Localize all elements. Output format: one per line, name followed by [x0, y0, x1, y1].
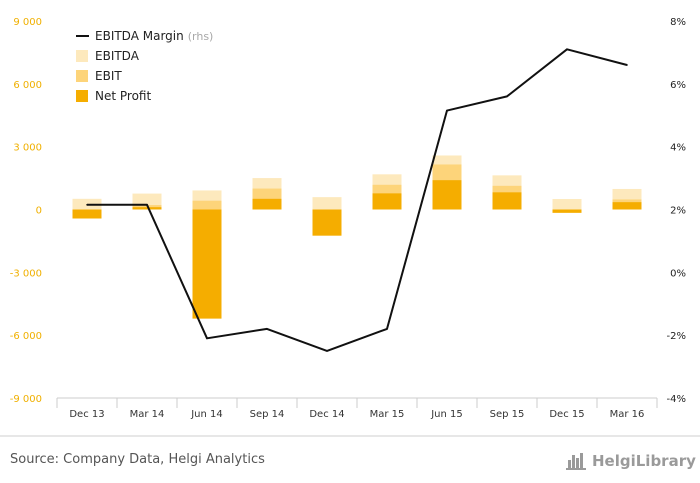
- y-left-tick-label: -6 000: [10, 331, 42, 342]
- net-profit-bar: [312, 209, 342, 236]
- y-right-tick-label: 6%: [670, 80, 686, 91]
- y-left-tick-label: 6 000: [13, 80, 42, 91]
- y-right-tick-label: 4%: [670, 143, 686, 154]
- net-profit-bar: [72, 209, 102, 219]
- x-tick-label: Sep 14: [250, 409, 285, 420]
- ebitda-margin-point: [386, 328, 388, 330]
- legend-suffix-rhs: (rhs): [188, 30, 214, 43]
- legend-swatch-ebit: [76, 70, 88, 82]
- x-tick-label: Dec 14: [309, 409, 344, 420]
- y-left-tick-label: 0: [36, 206, 42, 217]
- y-right-tick-label: 0%: [670, 268, 686, 279]
- x-tick-label: Mar 16: [610, 409, 645, 420]
- ebitda-margin-point: [506, 95, 508, 98]
- net-profit-bar: [612, 202, 642, 210]
- y-left-tick-label: -9 000: [10, 394, 42, 405]
- library-icon: [566, 453, 586, 470]
- x-tick-label: Jun 15: [430, 409, 463, 420]
- helgi-logo: HelgiLibrary: [566, 452, 696, 470]
- x-tick-label: Sep 15: [490, 409, 525, 420]
- source-text: Source: Company Data, Helgi Analytics: [10, 452, 265, 467]
- legend-swatch-ebitda: [76, 50, 88, 62]
- x-tick-label: Mar 14: [130, 409, 165, 420]
- legend-label-ebitda: EBITDA: [95, 49, 140, 63]
- axes: -9 000 -6 000 -3 000 0 3 000 6 000 9 000 -4% -2%…: [10, 17, 686, 420]
- y-left-tick-label: -3 000: [10, 268, 42, 279]
- ebitda-margin-line: [87, 48, 628, 352]
- ebitda-bar: [552, 199, 582, 210]
- margin-line-layer: [86, 48, 628, 352]
- legend-label-ebitda-margin: EBITDA Margin (rhs): [95, 29, 213, 43]
- x-tick-label: Jun 14: [190, 409, 223, 420]
- x-tick-label: Mar 15: [370, 409, 405, 420]
- ebitda-margin-point: [266, 328, 268, 330]
- net-profit-bar: [492, 192, 522, 210]
- ebitda-margin-point: [86, 203, 88, 206]
- legend: EBITDA Margin (rhs) EBITDA EBIT Net Profit: [76, 29, 213, 103]
- ebit-bar: [192, 200, 222, 210]
- legend-label-ebit: EBIT: [95, 69, 122, 83]
- brand-text: HelgiLibrary: [592, 452, 696, 470]
- net-profit-bar: [192, 209, 222, 319]
- net-profit-bar: [552, 209, 582, 213]
- ebitda-bar: [312, 197, 342, 210]
- ebitda-margin-point: [626, 64, 628, 66]
- y-right-tick-label: -2%: [667, 331, 686, 342]
- ebitda-margin-point: [326, 350, 328, 352]
- ebitda-margin-point: [206, 337, 208, 340]
- ebitda-margin-point: [446, 109, 448, 112]
- net-profit-bar: [372, 193, 402, 210]
- x-tick-label: Dec 15: [549, 409, 584, 420]
- ebitda-margin-point: [566, 48, 568, 51]
- legend-label-net-profit: Net Profit: [95, 89, 151, 103]
- x-tick-label: Dec 13: [69, 409, 104, 420]
- y-left-tick-label: 3 000: [13, 143, 42, 154]
- net-profit-bar: [252, 198, 282, 210]
- net-profit-bar: [432, 180, 462, 210]
- y-left-tick-label: 9 000: [13, 17, 42, 28]
- legend-swatch-net-profit: [76, 90, 88, 102]
- y-right-tick-label: -4%: [667, 394, 686, 405]
- y-right-tick-label: 2%: [670, 206, 686, 217]
- y-right-tick-label: 8%: [670, 17, 686, 28]
- net-profit-bar: [132, 207, 162, 210]
- bar-layer: [72, 155, 642, 319]
- ebitda-margin-point: [146, 203, 148, 206]
